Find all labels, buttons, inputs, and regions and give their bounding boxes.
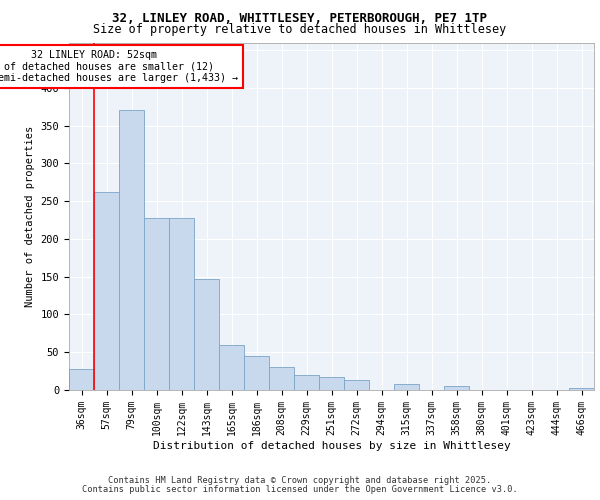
- Text: 32 LINLEY ROAD: 52sqm
← 1% of detached houses are smaller (12)
99% of semi-detac: 32 LINLEY ROAD: 52sqm ← 1% of detached h…: [0, 50, 238, 84]
- Bar: [344, 380, 369, 390]
- Bar: [144, 218, 169, 390]
- Bar: [444, 386, 469, 390]
- Text: Contains HM Land Registry data © Crown copyright and database right 2025.: Contains HM Land Registry data © Crown c…: [109, 476, 491, 485]
- Bar: [294, 375, 319, 390]
- Bar: [244, 356, 269, 390]
- Bar: [394, 384, 419, 390]
- Text: 32, LINLEY ROAD, WHITTLESEY, PETERBOROUGH, PE7 1TP: 32, LINLEY ROAD, WHITTLESEY, PETERBOROUG…: [113, 12, 487, 26]
- Y-axis label: Number of detached properties: Number of detached properties: [25, 126, 35, 307]
- Bar: [69, 369, 94, 390]
- X-axis label: Distribution of detached houses by size in Whittlesey: Distribution of detached houses by size …: [152, 440, 511, 450]
- Bar: [94, 192, 119, 390]
- Bar: [119, 110, 144, 390]
- Bar: [269, 368, 294, 390]
- Text: Size of property relative to detached houses in Whittlesey: Size of property relative to detached ho…: [94, 22, 506, 36]
- Bar: [219, 344, 244, 390]
- Bar: [569, 388, 594, 390]
- Bar: [169, 218, 194, 390]
- Bar: [319, 377, 344, 390]
- Text: Contains public sector information licensed under the Open Government Licence v3: Contains public sector information licen…: [82, 484, 518, 494]
- Bar: [194, 279, 219, 390]
